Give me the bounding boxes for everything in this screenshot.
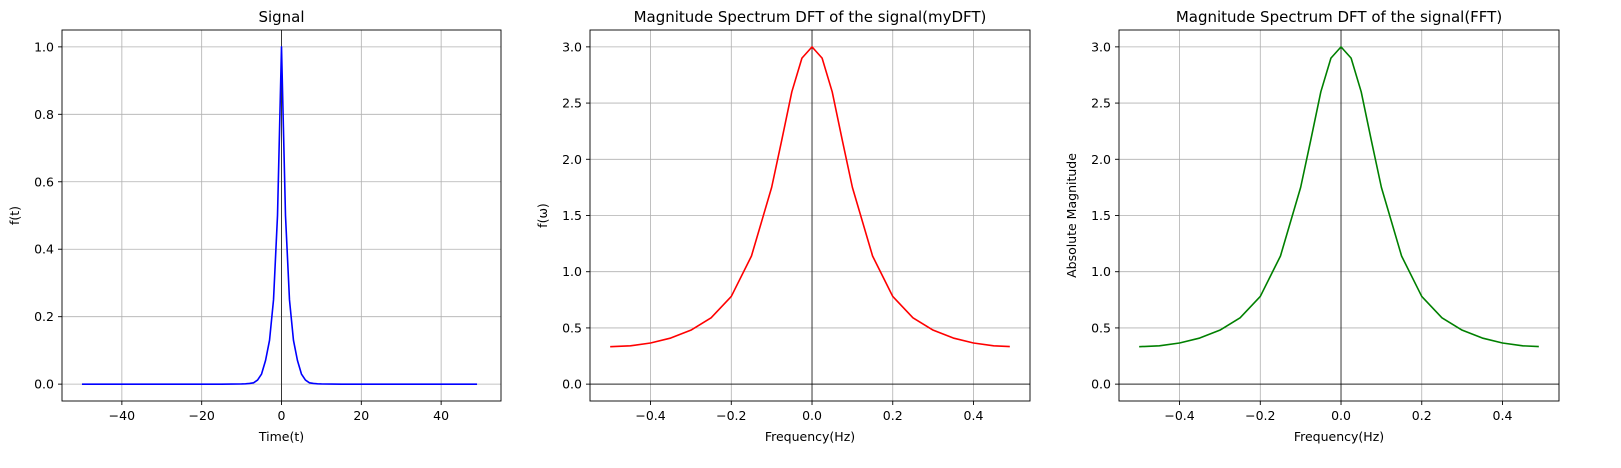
x-tick-label: 0.0	[802, 408, 822, 423]
chart-title: Magnitude Spectrum DFT of the signal(FFT…	[1176, 8, 1502, 26]
y-tick-label: 2.5	[562, 96, 582, 111]
y-tick-label: 2.0	[562, 152, 582, 167]
x-tick-label: 0.0	[1331, 408, 1351, 423]
x-tick-label: 0.2	[883, 408, 903, 423]
chart-title: Magnitude Spectrum DFT of the signal(myD…	[634, 8, 987, 26]
x-tick-label: 0.4	[964, 408, 984, 423]
x-tick-label: −0.4	[1164, 408, 1194, 423]
chart-panel-3: −0.4 −0.2 0.0 0.2 0.4 0.0 0.5 1.0 1.5 2.0 2.5 3.0 Ma…	[1064, 8, 1560, 444]
y-tick-label: 1.5	[1091, 208, 1111, 223]
x-tick-label: −0.2	[1245, 408, 1275, 423]
y-tick-label: 0.0	[562, 377, 582, 392]
x-tick-label: 40	[433, 408, 449, 423]
y-axis-label: f(t)	[7, 206, 22, 225]
x-tick-label: 0	[278, 408, 286, 423]
chart-title: Signal	[258, 8, 304, 26]
chart-panel-2: −0.4 −0.2 0.0 0.2 0.4 0.0 0.5 1.0 1.5 2.0 2.5 3.0 Ma…	[535, 8, 1031, 444]
y-tick-label: 1.0	[34, 39, 54, 54]
x-tick-label: −40	[109, 408, 135, 423]
x-axis-label: Time(t)	[258, 429, 304, 444]
series-line	[81, 46, 478, 385]
y-tick-label: 2.0	[1091, 152, 1111, 167]
chart-panel-1: −40 −20 0 20 40 0.0 0.2 0.4 0.6 0.8 1.0 Signal Time(…	[7, 8, 502, 444]
x-tick-label: 0.2	[1412, 408, 1432, 423]
y-tick-label: 3.0	[1091, 39, 1111, 54]
x-tick-label: 0.4	[1493, 408, 1513, 423]
y-tick-label: 0.5	[1091, 320, 1111, 335]
y-tick-label: 1.0	[562, 264, 582, 279]
y-tick-label: 0.5	[562, 320, 582, 335]
y-tick-label: 2.5	[1091, 96, 1111, 111]
y-tick-label: 1.5	[562, 208, 582, 223]
y-tick-label: 3.0	[562, 39, 582, 54]
y-tick-label: 1.0	[1091, 264, 1111, 279]
y-tick-label: 0.0	[34, 377, 54, 392]
y-tick-label: 0.0	[1091, 377, 1111, 392]
y-axis-label: Absolute Magnitude	[1064, 153, 1079, 278]
y-tick-label: 0.6	[34, 174, 54, 189]
x-tick-label: −0.2	[716, 408, 746, 423]
series-line	[610, 46, 1010, 348]
y-axis-label: f(ω)	[535, 203, 550, 228]
y-tick-label: 0.8	[34, 107, 54, 122]
x-tick-label: −20	[188, 408, 214, 423]
y-tick-label: 0.4	[34, 242, 54, 257]
y-tick-label: 0.2	[34, 309, 54, 324]
x-tick-label: 20	[353, 408, 369, 423]
x-tick-label: −0.4	[635, 408, 665, 423]
x-axis-label: Frequency(Hz)	[1294, 429, 1384, 444]
series-line	[1139, 46, 1539, 348]
x-axis-label: Frequency(Hz)	[765, 429, 855, 444]
